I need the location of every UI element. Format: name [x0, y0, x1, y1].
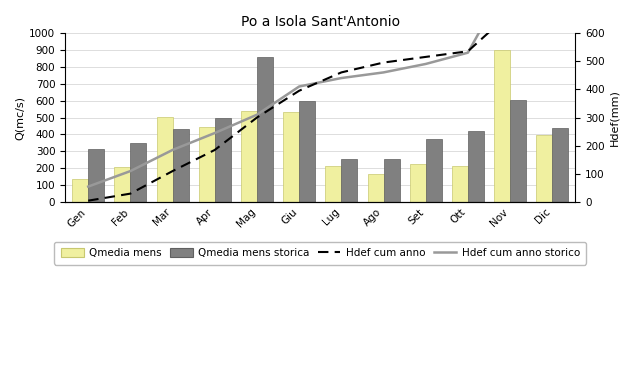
Bar — [88, 149, 104, 202]
Bar — [257, 57, 273, 202]
Bar — [131, 143, 146, 202]
Title: Po a Isola Sant'Antonio: Po a Isola Sant'Antonio — [241, 15, 400, 29]
Bar — [114, 167, 131, 202]
Bar — [384, 159, 399, 202]
Y-axis label: Q(mc/s): Q(mc/s) — [15, 95, 25, 139]
Bar — [325, 166, 341, 202]
Bar — [552, 128, 568, 202]
Bar — [468, 130, 484, 202]
Bar — [241, 111, 257, 202]
Bar — [425, 139, 442, 202]
Bar — [510, 100, 526, 202]
Bar — [494, 50, 510, 202]
Bar — [283, 112, 299, 202]
Bar — [299, 101, 315, 202]
Bar — [172, 129, 189, 202]
Bar — [341, 159, 358, 202]
Legend: Qmedia mens, Qmedia mens storica, Hdef cum anno, Hdef cum anno storico: Qmedia mens, Qmedia mens storica, Hdef c… — [55, 242, 586, 265]
Bar — [198, 127, 215, 202]
Bar — [157, 116, 172, 202]
Bar — [215, 118, 231, 202]
Bar — [72, 179, 88, 202]
Bar — [368, 174, 384, 202]
Bar — [410, 164, 425, 202]
Bar — [536, 135, 552, 202]
Bar — [452, 166, 468, 202]
Y-axis label: Hdef(mm): Hdef(mm) — [609, 89, 619, 146]
